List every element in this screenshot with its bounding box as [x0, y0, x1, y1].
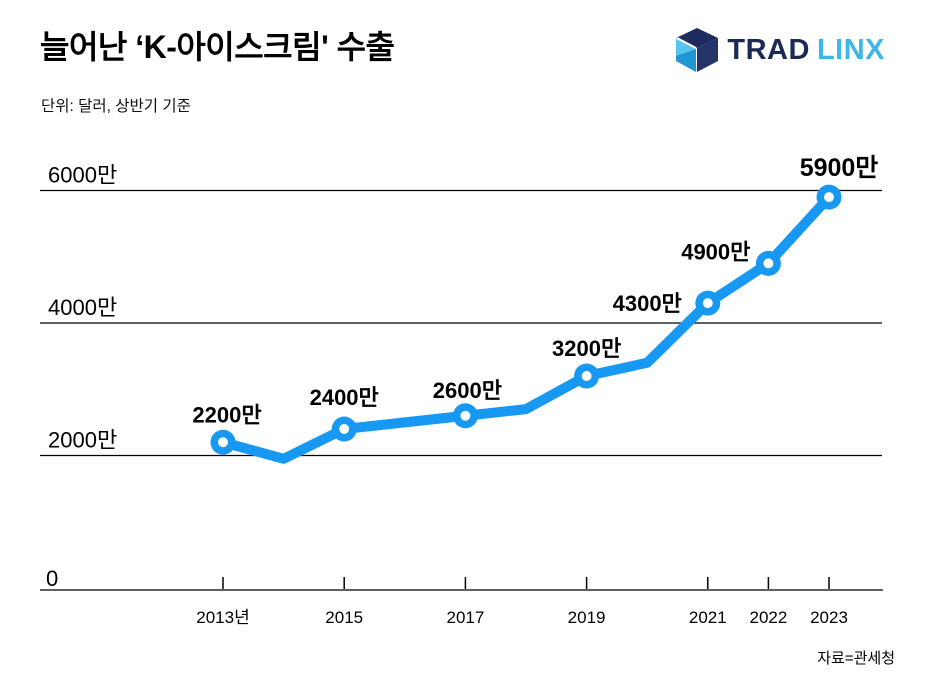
y-axis-label: 6000만 — [48, 163, 117, 188]
data-point-label: 2400만 — [310, 385, 379, 410]
data-point-marker-center — [218, 437, 228, 448]
data-point-marker-center — [763, 258, 774, 269]
data-point-marker-center — [824, 192, 834, 203]
chart-title: 늘어난 ‘K-아이스크림' 수출 — [40, 29, 395, 65]
brand-text-linx: LINX — [816, 33, 885, 66]
x-axis-label: 2021 — [689, 608, 727, 627]
x-axis-label: 2022 — [749, 608, 787, 627]
x-axis-label: 2017 — [446, 608, 484, 627]
unit-note: 단위: 달러, 상반기 기준 — [41, 98, 191, 115]
y-axis-label: 2000만 — [48, 428, 117, 453]
x-axis-label: 2019 — [568, 608, 606, 627]
x-axis-label: 2015 — [325, 608, 363, 627]
source-note: 자료=관세청 — [817, 650, 895, 667]
x-axis-label: 2023 — [810, 608, 848, 627]
data-point-marker-center — [339, 424, 350, 434]
tradlinx-logo: TRAD LINX — [675, 27, 885, 73]
data-point-label: 2200만 — [192, 402, 261, 427]
data-point-marker-center — [460, 410, 471, 421]
data-point-label: 4900만 — [681, 239, 750, 264]
data-point-label: 3200만 — [552, 336, 621, 361]
data-point-label: 4300만 — [613, 291, 682, 316]
y-axis-label: 4000만 — [48, 295, 117, 320]
data-point-marker-center — [581, 371, 592, 381]
y-axis-zero-label: 0 — [46, 566, 58, 591]
data-point-label: 5900만 — [800, 154, 879, 182]
tradlinx-wordmark: TRAD LINX — [727, 34, 885, 67]
data-point-label: 2600만 — [433, 378, 502, 403]
data-point-marker-center — [702, 298, 713, 309]
tradlinx-cube-icon — [676, 28, 719, 72]
x-axis-label: 2013년 — [196, 608, 249, 627]
brand-text-trad: TRAD — [727, 33, 810, 66]
export-trend-line — [218, 192, 834, 464]
